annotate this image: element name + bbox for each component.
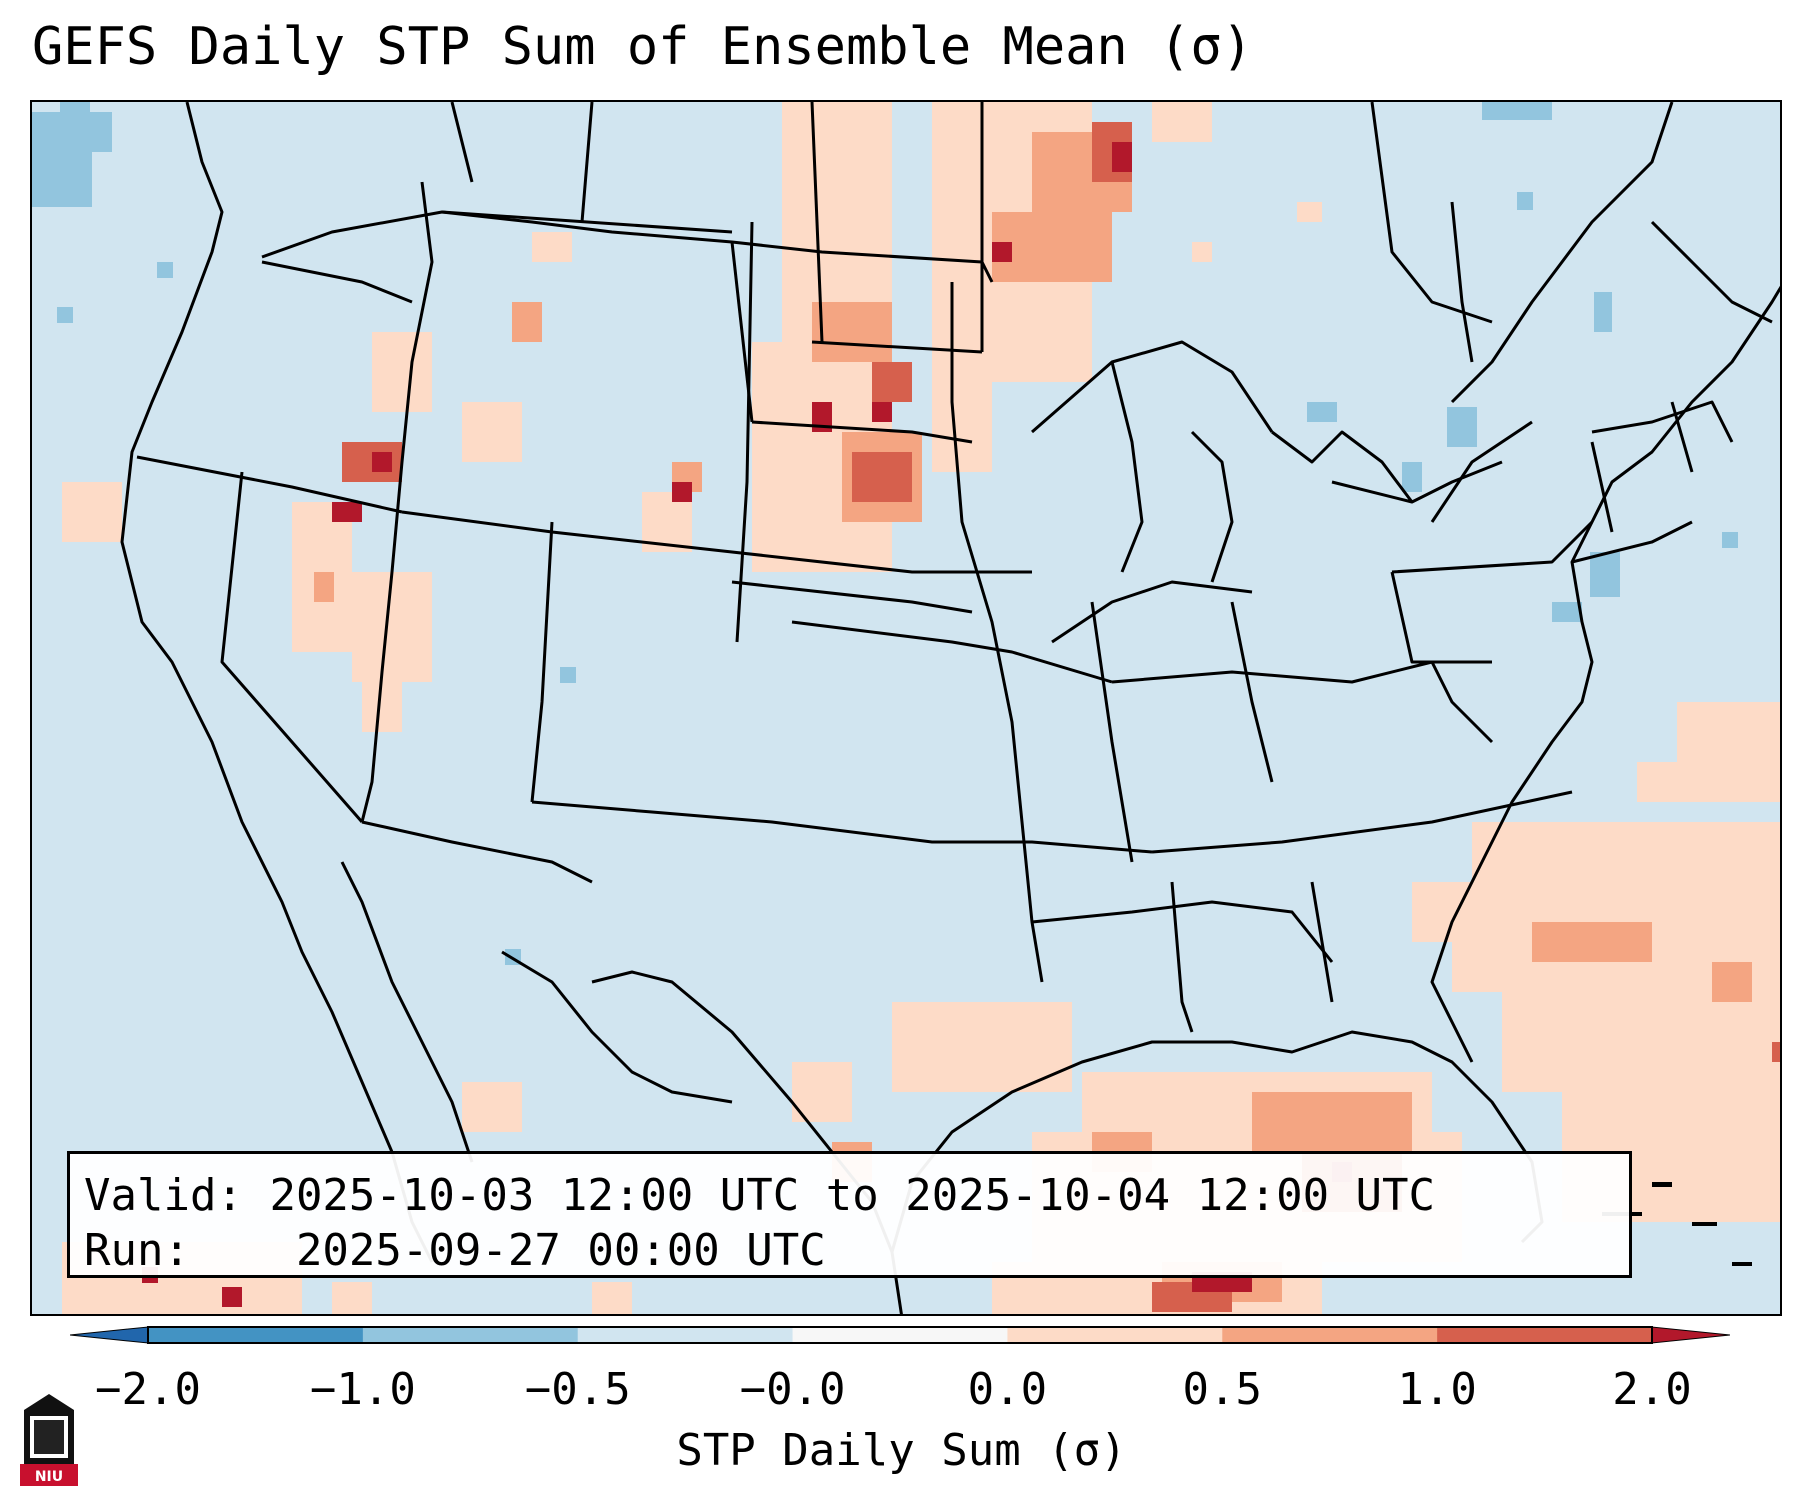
colorbar-segment (1007, 1327, 1223, 1343)
colorbar-segment (577, 1327, 794, 1343)
logo-text: NIU (35, 1469, 63, 1485)
colorbar-segment (148, 1327, 364, 1343)
colorbar-tick-label: −0.5 (524, 1364, 631, 1415)
colorbar-tick-label: 0.0 (967, 1364, 1048, 1415)
colorbar-segment (362, 1327, 579, 1343)
colorbar-tick-label: 1.0 (1397, 1364, 1477, 1415)
country-and-state-borders (120, 102, 1780, 1314)
colorbar-extend-high (1651, 1326, 1730, 1344)
niu-logo-icon: NIU (20, 1394, 78, 1486)
negative-anomaly-cells (32, 102, 1738, 965)
colorbar-segment (1222, 1327, 1438, 1343)
valid-value: 2025-10-03 12:00 UTC to 2025-10-04 12:00… (269, 1170, 1436, 1221)
colorbar-label: STP Daily Sum (σ) (676, 1425, 1127, 1476)
colorbar-tick-label: −2.0 (95, 1364, 201, 1415)
colorbar-outline (147, 1326, 1653, 1344)
valid-run-info-box: Valid: 2025-10-03 12:00 UTC to 2025-10-0… (67, 1151, 1632, 1278)
run-value: 2025-09-27 00:00 UTC (295, 1225, 826, 1276)
run-label: Run: (84, 1225, 190, 1276)
colorbar-tick-label: −0.0 (739, 1364, 846, 1415)
map-panel (30, 100, 1782, 1316)
colorbar-extend-low (70, 1326, 149, 1344)
colorbar-tick-label: −1.0 (309, 1364, 416, 1415)
valid-label: Valid: (84, 1170, 243, 1221)
colorbar (70, 1326, 1730, 1344)
colorbar-segments (148, 1327, 1653, 1343)
map-canvas (32, 102, 1780, 1314)
run-row: Run: 2025-09-27 00:00 UTC (84, 1223, 1629, 1278)
colorbar-segment (1437, 1327, 1653, 1343)
colorbar-tick-label: 2.0 (1612, 1364, 1692, 1415)
colorbar-tick-label: 0.5 (1182, 1364, 1263, 1415)
valid-row: Valid: 2025-10-03 12:00 UTC to 2025-10-0… (84, 1168, 1629, 1223)
figure-title: GEFS Daily STP Sum of Ensemble Mean (σ) (32, 17, 1253, 77)
light-positive-cells (62, 102, 1780, 1314)
colorbar-segment (792, 1327, 1008, 1343)
